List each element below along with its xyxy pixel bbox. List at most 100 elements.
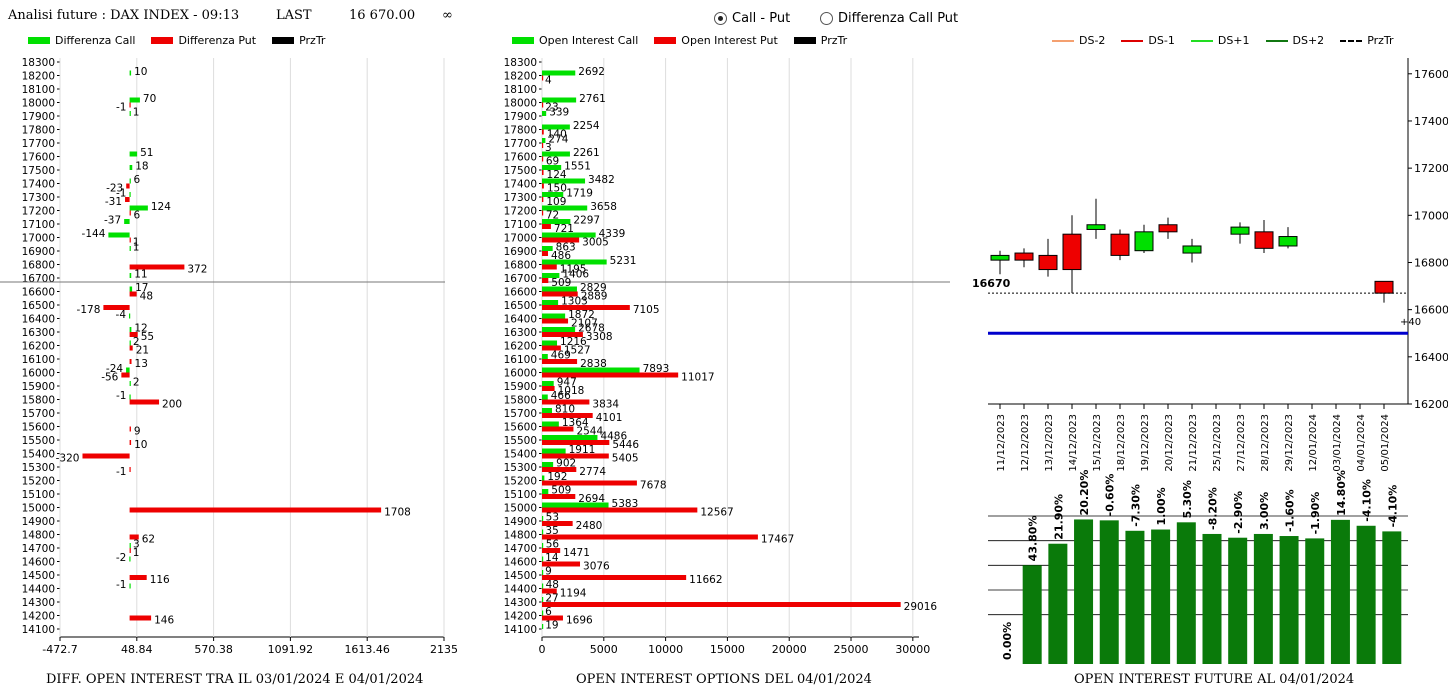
legend-item: Open Interest Call: [512, 34, 638, 47]
future-bar: [1279, 536, 1299, 664]
put-bar: [129, 575, 147, 580]
call-value-label: -1: [116, 579, 126, 591]
radio-unselected-icon: [820, 12, 833, 25]
radio-call-put[interactable]: Call - Put: [714, 11, 790, 26]
y-tick-label: 16100: [22, 354, 55, 366]
put-value-label: 48: [140, 291, 153, 303]
call-bar: [542, 97, 577, 103]
future-bar: [1074, 519, 1094, 664]
y-tick-label: 18300: [504, 57, 537, 69]
legend-item: Differenza Put: [151, 34, 256, 47]
call-bar: [542, 219, 571, 224]
call-bar: [129, 97, 140, 103]
y-tick-label: 16900: [22, 246, 55, 258]
y-tick-label: 15500: [504, 435, 537, 447]
x-tick-label: 2135: [430, 643, 458, 656]
call-value-label: -1: [116, 390, 126, 402]
x-tick-label: -472.7: [42, 643, 77, 656]
put-bar: [542, 386, 555, 391]
call-bar: [129, 178, 131, 184]
put-bar: [542, 440, 610, 445]
put-value-label: 3: [545, 142, 552, 154]
y-tick-label: 18200: [504, 71, 537, 83]
put-value-label: 2107: [571, 318, 598, 330]
y-tick-label: 16400: [22, 314, 55, 326]
candle-body: [1014, 252, 1034, 261]
y-tick-label: 15600: [504, 422, 537, 434]
put-value-label: 1708: [384, 507, 411, 519]
put-bar: [129, 102, 131, 108]
y-tick-label: 18000: [504, 98, 537, 110]
put-bar: [542, 534, 758, 540]
y-tick-label: 18300: [22, 57, 55, 69]
put-value-label: 116: [150, 574, 170, 586]
put-value-label: -1: [116, 466, 126, 478]
x-tick-label: 5000: [590, 643, 618, 656]
put-value-label: 146: [154, 615, 174, 627]
x-tick-label: 0: [539, 643, 546, 656]
put-bar: [542, 170, 544, 175]
y-tick-label: 18100: [504, 84, 537, 96]
call-value-label: 48: [546, 579, 559, 591]
legend-item: Differenza Call: [28, 34, 135, 47]
y-tick-label: 18000: [22, 98, 55, 110]
y-tick-label: 18200: [22, 71, 55, 83]
put-bar: [542, 372, 679, 378]
y-tick-label: 15000: [504, 503, 537, 515]
put-value-label: 17467: [761, 534, 794, 546]
call-value-label: 14: [545, 552, 559, 564]
y-tick-label: 17500: [504, 165, 537, 177]
y-tick-label: 14400: [504, 584, 537, 596]
candle-body: [1254, 231, 1274, 249]
y-tick-label: 17700: [22, 138, 55, 150]
infinity-icon[interactable]: ∞: [442, 8, 453, 23]
call-value-label: 1719: [566, 188, 593, 200]
y-tick-label: 17100: [22, 219, 55, 231]
call-value-label: 902: [556, 458, 576, 470]
put-bar: [129, 548, 131, 553]
y-tick-label: 15100: [504, 489, 537, 501]
price-label: 16670: [972, 277, 1011, 290]
y-tick-label: 14300: [22, 597, 55, 609]
call-value-label: 2254: [573, 120, 600, 132]
call-bar: [542, 529, 544, 535]
y-tick-label: 14600: [504, 557, 537, 569]
put-bar: [129, 440, 132, 445]
put-value-label: 4: [545, 75, 552, 87]
y-tick-label: 16500: [22, 300, 55, 312]
future-pct-label: 1.00%: [1155, 487, 1168, 525]
x-tick-label: 27/12/2023: [1236, 414, 1247, 472]
call-value-label: 192: [547, 471, 567, 483]
call-bar: [542, 597, 544, 602]
future-bar: [1176, 522, 1196, 664]
future-bar: [1330, 519, 1350, 664]
put-bar: [542, 251, 549, 256]
put-bar: [542, 548, 561, 553]
put-bar: [542, 305, 630, 310]
future-pct-label: 3.00%: [1258, 492, 1271, 530]
put-bar: [542, 494, 576, 499]
y-tick-label: 17500: [22, 165, 55, 177]
call-value-label: 6: [545, 606, 552, 618]
y-tick-label: 17700: [504, 138, 537, 150]
radio-diff-call-put[interactable]: Differenza Call Put: [820, 11, 958, 26]
put-value-label: 55: [141, 331, 154, 343]
legend-label: Differenza Call: [55, 34, 136, 47]
legend-label: Open Interest Call: [539, 34, 639, 47]
call-value-label: 1216: [560, 336, 587, 348]
call-value-label: 1303: [561, 296, 588, 308]
y-tick-label: 16600: [504, 287, 537, 299]
call-bar: [126, 367, 130, 373]
y-tick-label: 15800: [22, 395, 55, 407]
put-bar: [542, 561, 581, 567]
put-bar: [542, 143, 544, 148]
put-bar: [129, 345, 133, 351]
call-bar: [542, 354, 548, 359]
future-bar: [1048, 543, 1068, 664]
put-value-label: 1696: [566, 615, 593, 627]
candle-body: [1134, 231, 1154, 252]
call-value-label: 274: [548, 134, 568, 146]
call-value-label: 1: [133, 242, 140, 254]
call-value-label: 51: [140, 147, 153, 159]
y-tick-label: 16600: [22, 287, 55, 299]
